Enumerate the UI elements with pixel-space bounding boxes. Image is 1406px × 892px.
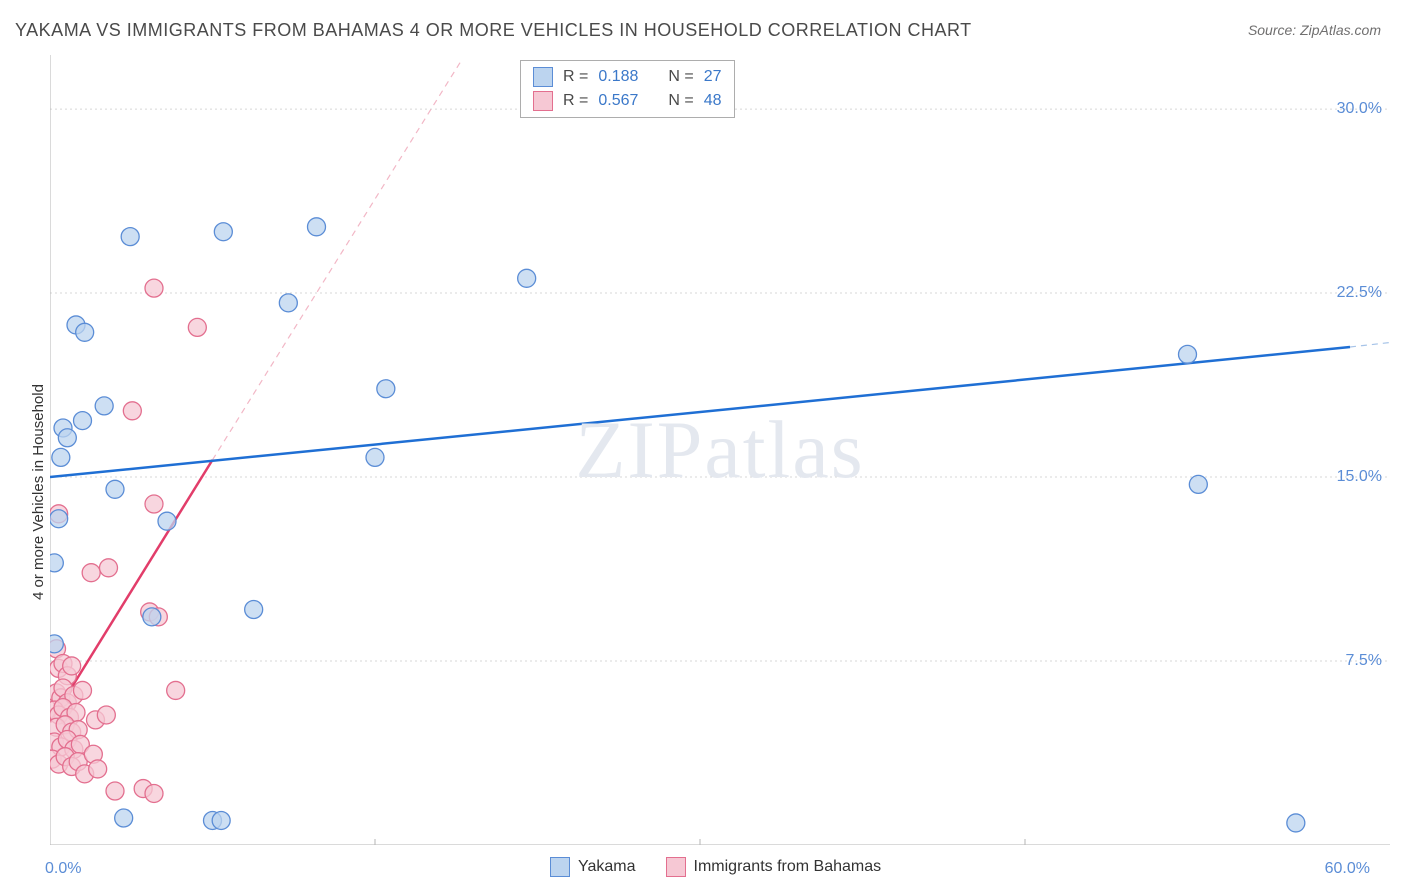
legend-item: Yakama [550,857,636,877]
y-tick-label: 22.5% [1337,284,1382,302]
swatch-bahamas [533,91,553,111]
y-tick-label: 7.5% [1346,652,1382,670]
y-tick-label: 15.0% [1337,468,1382,486]
x-tick-max: 60.0% [1325,860,1370,878]
stat-r-label: R = [563,92,588,110]
stats-row-bahamas: R = 0.567 N = 48 [533,89,722,113]
x-tick-min: 0.0% [45,860,81,878]
legend-swatch [550,857,570,877]
y-tick-label: 30.0% [1337,100,1382,118]
legend-swatch [666,857,686,877]
swatch-yakama [533,67,553,87]
legend-label: Yakama [578,858,636,876]
chart-title: YAKAMA VS IMMIGRANTS FROM BAHAMAS 4 OR M… [15,20,972,41]
stats-row-yakama: R = 0.188 N = 27 [533,65,722,89]
stat-n-label: N = [668,92,693,110]
stat-r-value: 0.567 [598,92,638,110]
legend-bottom: Yakama Immigrants from Bahamas [550,857,881,877]
stats-box: R = 0.188 N = 27 R = 0.567 N = 48 [520,60,735,118]
y-axis-label: 4 or more Vehicles in Household [30,384,47,600]
chart-svg [50,55,1390,845]
source-label: Source: ZipAtlas.com [1248,22,1381,38]
stat-r-label: R = [563,68,588,86]
stat-n-label: N = [668,68,693,86]
legend-label: Immigrants from Bahamas [694,858,882,876]
legend-item: Immigrants from Bahamas [666,857,882,877]
stat-n-value: 48 [704,92,722,110]
stat-n-value: 27 [704,68,722,86]
stat-r-value: 0.188 [598,68,638,86]
scatter-chart: ZIPatlas R = 0.188 N = 27 R = 0.567 N = … [50,55,1390,845]
